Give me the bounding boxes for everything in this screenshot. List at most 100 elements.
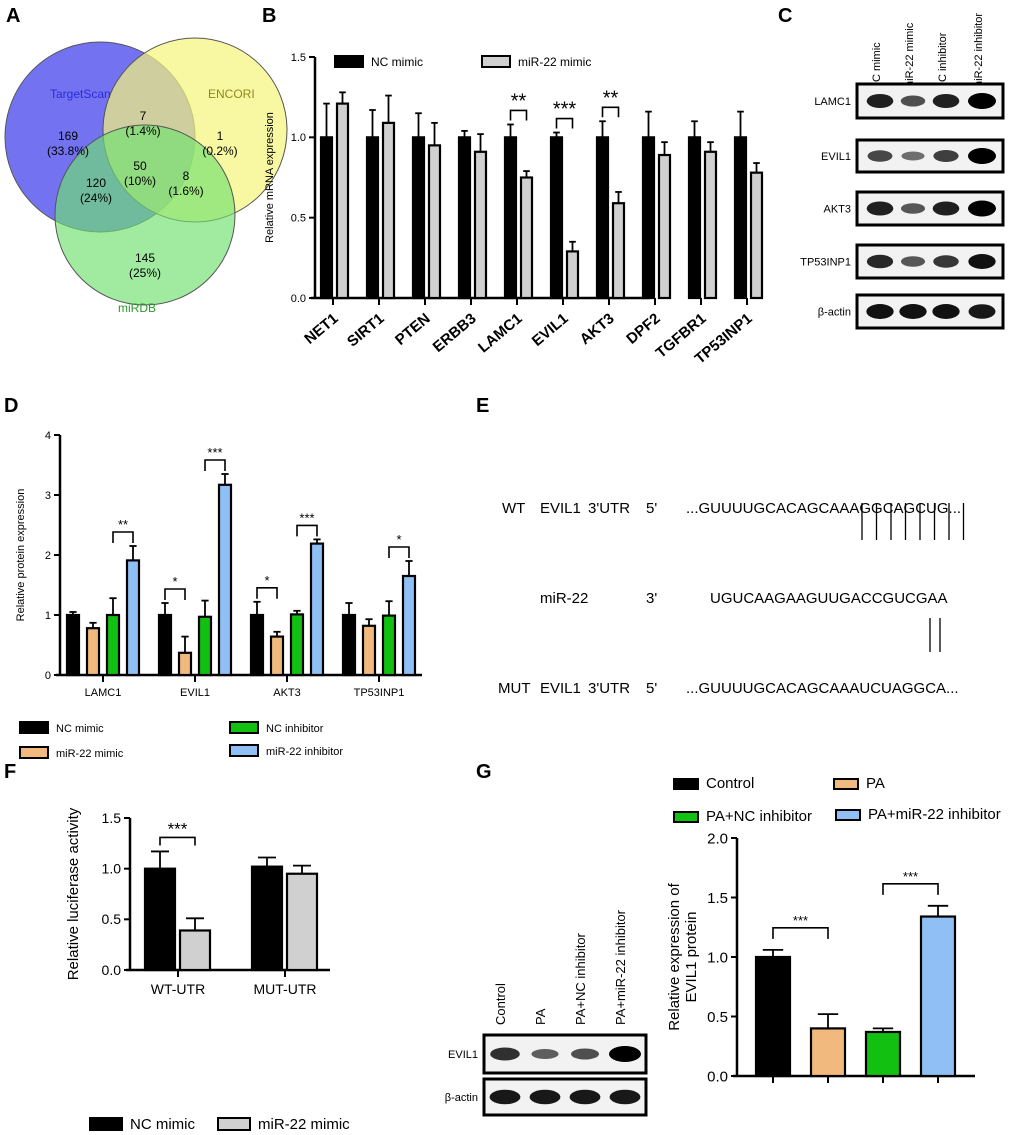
legend-swatch bbox=[833, 778, 859, 790]
mir-name: miR-22 bbox=[540, 590, 588, 607]
legend-swatch bbox=[89, 1117, 123, 1131]
protein-band bbox=[609, 1046, 641, 1062]
x-tick-label: AKT3 bbox=[577, 310, 618, 348]
bar bbox=[473, 150, 488, 300]
y-tick-label: 0.0 bbox=[291, 293, 306, 305]
protein-band bbox=[968, 200, 996, 217]
protein-band bbox=[932, 304, 960, 319]
x-tick-label: TP53INP1 bbox=[354, 687, 405, 699]
lane-label: PA+NC inhibitor bbox=[573, 932, 588, 1025]
significance-bracket bbox=[159, 836, 196, 846]
bar bbox=[381, 121, 396, 300]
significance-label: *** bbox=[553, 99, 577, 121]
bar bbox=[289, 613, 305, 677]
y-tick-label: 2.0 bbox=[707, 830, 728, 847]
chart-d-protein: 0 1 2 3 4 Relative protein expression LAMC1 EVI… bbox=[15, 430, 422, 760]
significance-label: ** bbox=[603, 87, 619, 109]
y-tick-label: 0.5 bbox=[102, 911, 122, 927]
bar bbox=[249, 613, 265, 677]
protein-band bbox=[899, 304, 927, 319]
y-tick-label: 0.5 bbox=[291, 213, 306, 225]
bar bbox=[105, 613, 121, 677]
bar bbox=[427, 144, 442, 300]
y-axis-label: Relative mRNA expression bbox=[264, 112, 276, 243]
protein-band bbox=[932, 94, 960, 108]
lane-label: miR-22 mimic bbox=[904, 22, 916, 90]
bar bbox=[143, 867, 177, 972]
wt-region: 3'UTR bbox=[588, 500, 630, 517]
venn-label-mirdb: miRDB bbox=[118, 301, 156, 315]
legend-swatch bbox=[334, 55, 364, 68]
bar bbox=[657, 153, 672, 300]
protein-band bbox=[867, 150, 893, 162]
x-tick-label: SIRT1 bbox=[344, 310, 387, 350]
significance-bracket bbox=[388, 546, 410, 558]
y-axis-label: Relative luciferase activity bbox=[65, 807, 82, 980]
legend-label: miR-22 mimic bbox=[518, 55, 591, 69]
protein-band bbox=[529, 1089, 561, 1105]
protein-band bbox=[933, 150, 959, 162]
protein-band bbox=[932, 201, 960, 216]
legend-swatch bbox=[19, 746, 49, 759]
protein-band bbox=[866, 254, 894, 269]
protein-band bbox=[571, 1048, 599, 1060]
significance-bracket bbox=[555, 117, 574, 129]
bar bbox=[319, 136, 334, 300]
x-tick-label: AKT3 bbox=[273, 687, 301, 699]
mut-prefix: MUT bbox=[498, 680, 531, 697]
protein-band bbox=[900, 203, 926, 214]
bar bbox=[457, 136, 472, 300]
western-blot-g: Control PA PA+NC inhibitor PA+miR-22 inhibi… bbox=[445, 909, 648, 1117]
significance-bracket bbox=[772, 927, 829, 939]
bar bbox=[411, 136, 426, 300]
bar bbox=[519, 176, 534, 300]
bar bbox=[549, 136, 564, 300]
bar bbox=[864, 1030, 902, 1078]
bar bbox=[809, 1027, 847, 1078]
bar bbox=[285, 872, 319, 972]
y-axis-label: Relative protein expression bbox=[15, 489, 27, 622]
row-label: AKT3 bbox=[823, 204, 851, 216]
mir-end: 3' bbox=[646, 590, 657, 607]
bar bbox=[197, 615, 213, 677]
legend-swatch bbox=[229, 721, 259, 734]
protein-band bbox=[968, 93, 996, 109]
x-tick-label: LAMC1 bbox=[85, 687, 122, 699]
mut-sequence: ...GUUUUGCACAGCAAAUCUAGGCA... bbox=[686, 680, 959, 697]
protein-band bbox=[901, 151, 925, 161]
significance-label: * bbox=[264, 573, 269, 588]
mir-sequence: UGUCAAGAAGUUGACCGUCGAA bbox=[710, 590, 948, 607]
legend-label: PA+miR-22 inhibitor bbox=[868, 806, 1001, 823]
row-label: EVIL1 bbox=[448, 1049, 478, 1061]
x-tick-label: EVIL1 bbox=[180, 687, 210, 699]
bar bbox=[157, 613, 173, 677]
y-tick-label: 0.5 bbox=[707, 1009, 728, 1026]
bar bbox=[687, 136, 702, 300]
legend-swatch bbox=[673, 778, 699, 790]
legend-swatch bbox=[481, 55, 511, 68]
bar bbox=[754, 955, 792, 1078]
x-tick-label: EVIL1 bbox=[529, 310, 572, 350]
legend-label: miR-22 mimic bbox=[258, 1116, 350, 1133]
y-tick-label: 2 bbox=[45, 550, 51, 562]
x-tick-label: NET1 bbox=[301, 310, 341, 348]
lane-label: NC inhibitor bbox=[937, 32, 949, 90]
significance-bracket bbox=[296, 524, 318, 537]
protein-band bbox=[866, 304, 894, 319]
y-tick-label: 0.0 bbox=[707, 1068, 728, 1085]
bar bbox=[703, 150, 718, 300]
venn-diagram: TargetScan ENCORI miRDB 169(33.8%) 7(1.4%… bbox=[4, 37, 288, 315]
bar bbox=[217, 483, 233, 677]
significance-label: *** bbox=[207, 445, 222, 460]
bar bbox=[733, 136, 748, 300]
venn-region-percent: (1.4%) bbox=[125, 124, 160, 138]
y-tick-label: 4 bbox=[45, 430, 51, 442]
venn-region-percent: (24%) bbox=[80, 191, 112, 205]
legend-label: miR-22 mimic bbox=[56, 748, 124, 760]
bar bbox=[335, 102, 350, 300]
bar bbox=[749, 171, 764, 300]
x-tick-label: WT-UTR bbox=[151, 981, 205, 997]
protein-band bbox=[609, 1089, 641, 1105]
legend-label: PA bbox=[866, 775, 885, 792]
